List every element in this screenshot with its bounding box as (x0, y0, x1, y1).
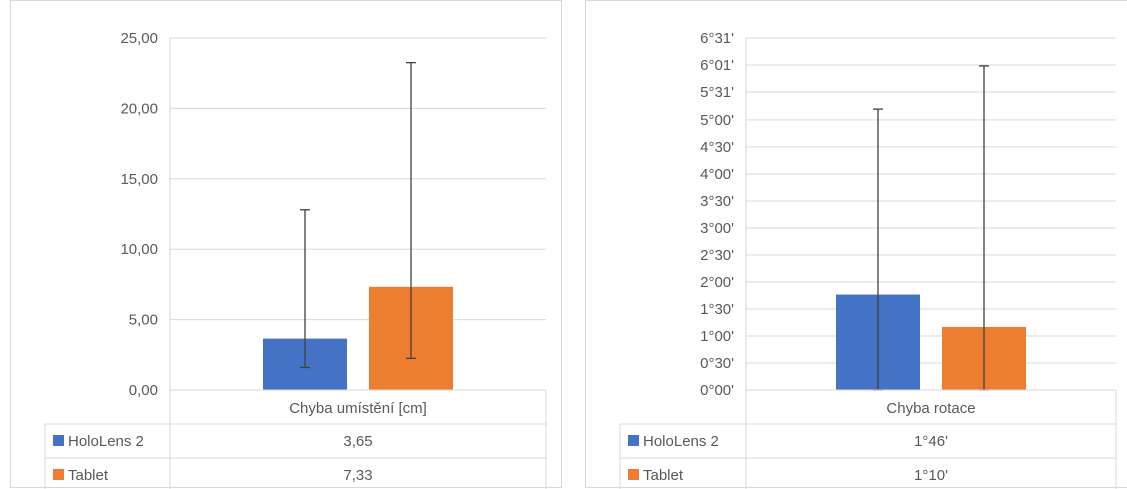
y-tick-label: 25,00 (120, 30, 158, 47)
category-label: Chyba rotace (886, 400, 975, 417)
y-tick-label: 5°31' (700, 84, 734, 101)
legend-swatch (628, 435, 639, 446)
y-tick-label: 6°01' (700, 57, 734, 74)
y-tick-label: 15,00 (120, 171, 158, 188)
y-tick-label: 20,00 (120, 100, 158, 117)
rotation-error-chart: 0°00' 0°30' 1°00' 1°30' 2°00' 2°30' 3°00' 3°30'… (619, 30, 1117, 489)
y-tick-label: 10,00 (120, 241, 158, 258)
placement-error-chart: 0,00 5,00 10,00 15,00 20,00 25,00 Chyba umístě… (44, 30, 547, 489)
y-tick-label: 0°00' (700, 382, 734, 399)
chart-panel-rotation-error: 0°00' 0°30' 1°00' 1°30' 2°00' 2°30' 3°00' 3°30'… (585, 0, 1127, 489)
y-tick-label: 6°31' (700, 30, 734, 47)
y-tick-label: 3°30' (700, 193, 734, 210)
legend-label: HoloLens 2 (643, 433, 719, 450)
y-tick-label: 1°00' (700, 328, 734, 345)
legend-swatch (628, 469, 639, 480)
legend-swatch (53, 469, 64, 480)
y-tick-label: 5°00' (700, 112, 734, 129)
table-value: 1°10' (914, 467, 948, 484)
y-tick-label: 0,00 (129, 382, 158, 399)
y-tick-label: 3°00' (700, 220, 734, 237)
legend-swatch (53, 435, 64, 446)
y-tick-label: 1°30' (700, 301, 734, 318)
legend-label: Tablet (68, 467, 109, 484)
legend-label: Tablet (643, 467, 684, 484)
y-tick-label: 5,00 (129, 312, 158, 329)
chart-panel-placement-error: 0,00 5,00 10,00 15,00 20,00 25,00 Chyba umístě… (10, 0, 562, 489)
y-tick-label: 0°30' (700, 355, 734, 372)
y-tick-label: 2°30' (700, 247, 734, 264)
y-tick-label: 2°00' (700, 274, 734, 291)
y-tick-label: 4°30' (700, 139, 734, 156)
table-value: 3,65 (343, 433, 372, 450)
legend-label: HoloLens 2 (68, 433, 144, 450)
y-tick-label: 4°00' (700, 166, 734, 183)
table-value: 1°46' (914, 433, 948, 450)
category-label: Chyba umístění [cm] (289, 400, 427, 417)
table-value: 7,33 (343, 467, 372, 484)
